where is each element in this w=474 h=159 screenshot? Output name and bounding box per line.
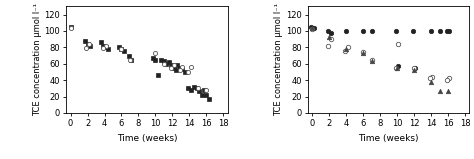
X-axis label: Time (weeks): Time (weeks) [358, 134, 419, 143]
Y-axis label: TCE concentration μmol l⁻¹: TCE concentration μmol l⁻¹ [33, 3, 42, 116]
X-axis label: Time (weeks): Time (weeks) [117, 134, 177, 143]
Y-axis label: TCE concentration μmol l⁻¹: TCE concentration μmol l⁻¹ [274, 3, 283, 116]
